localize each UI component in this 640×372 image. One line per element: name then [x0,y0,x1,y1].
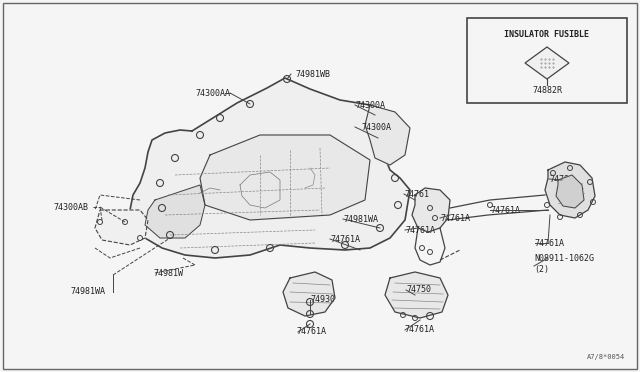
Text: 74761A: 74761A [405,225,435,234]
Text: 74981WA: 74981WA [343,215,378,224]
Text: 74761A: 74761A [296,327,326,337]
Polygon shape [545,162,595,218]
Text: 74981W: 74981W [153,269,183,278]
Text: 74761: 74761 [404,189,429,199]
Text: INSULATOR FUSIBLE: INSULATOR FUSIBLE [504,30,589,39]
Text: 74761A: 74761A [404,326,434,334]
Polygon shape [283,272,335,316]
Polygon shape [200,135,370,220]
Text: 74761A: 74761A [534,238,564,247]
Text: 74981WA: 74981WA [70,288,105,296]
Polygon shape [145,185,205,238]
Text: 74981WB: 74981WB [295,70,330,78]
Text: 74781: 74781 [549,174,574,183]
Text: N08911-1062G
(2): N08911-1062G (2) [534,254,594,274]
Polygon shape [525,47,569,79]
Text: 74750: 74750 [406,285,431,295]
Polygon shape [95,210,148,245]
Polygon shape [385,272,448,318]
Text: 74300A: 74300A [355,100,385,109]
Polygon shape [130,78,410,258]
Text: A7/8*0054: A7/8*0054 [587,354,625,360]
Text: 74882R: 74882R [532,86,562,95]
Text: 74300AB: 74300AB [53,202,88,212]
Text: 74761A: 74761A [330,234,360,244]
Polygon shape [556,175,584,208]
Bar [467,18,627,103]
Text: 74300A: 74300A [361,122,391,131]
Text: 74761A: 74761A [490,205,520,215]
Text: 74930: 74930 [310,295,335,305]
Polygon shape [365,105,410,165]
Polygon shape [412,188,450,232]
Text: 74300AA: 74300AA [195,89,230,97]
Text: 74761A: 74761A [440,214,470,222]
